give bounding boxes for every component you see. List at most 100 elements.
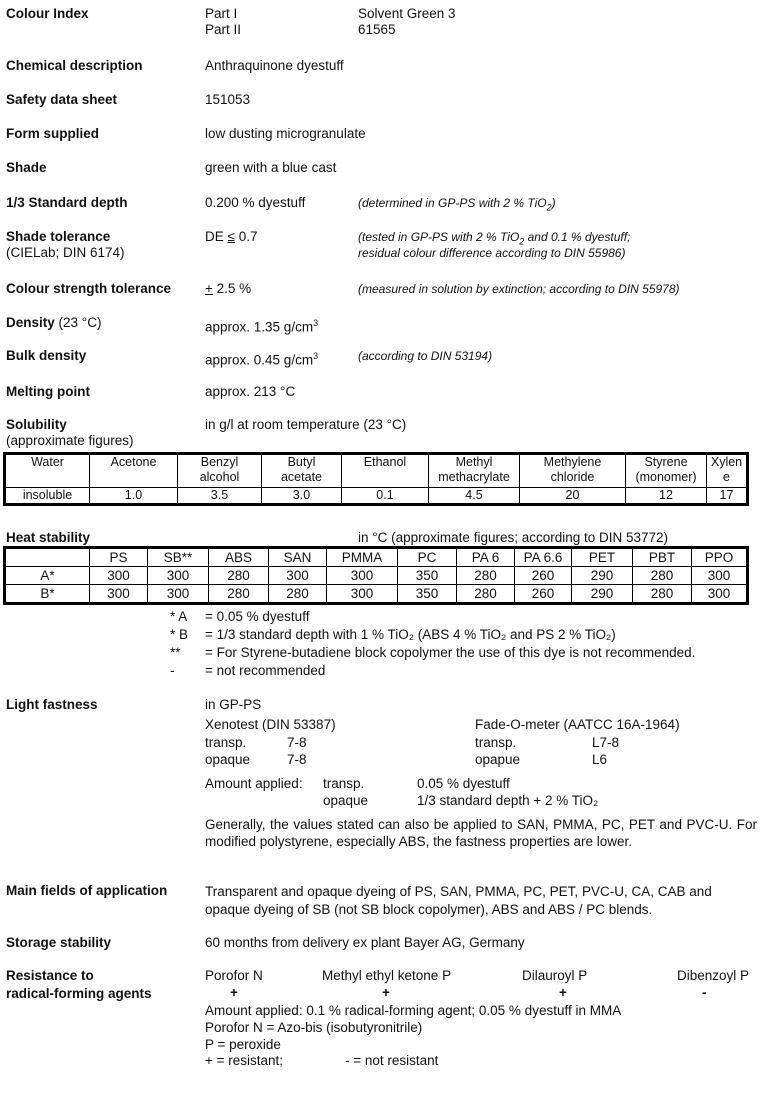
header-line: (monomer): [635, 470, 697, 484]
header-line: Water: [31, 455, 64, 469]
solubility-value-cell: 1.0: [89, 487, 178, 505]
note-sub: 2: [519, 236, 525, 247]
header-line: e: [723, 470, 730, 484]
fade-row-value: L7-8: [592, 735, 620, 750]
solubility-value-cell: 0.1: [341, 487, 429, 505]
footnote-text: = not recommended: [205, 663, 326, 678]
solubility-header-cell: Benzyl alcohol: [177, 453, 262, 488]
heat-cell: PC: [397, 547, 457, 567]
shade-tol-note2: residual colour difference according to …: [358, 246, 626, 260]
le-symbol: ≤: [227, 229, 235, 244]
agent-result: +: [559, 985, 567, 1000]
legend-resistant: + = resistant;: [205, 1053, 284, 1068]
density-label: Density (23 °C): [6, 315, 101, 331]
fade-row-label: transp.: [475, 735, 517, 750]
header-line: methacrylate: [438, 470, 510, 484]
safety-value: 151053: [205, 92, 251, 107]
light-value: in GP-PS: [205, 697, 262, 712]
solubility-header-cell: Butyl acetate: [261, 453, 342, 488]
radical-note: Porofor N = Azo-bis (isobutyronitrile): [205, 1020, 423, 1035]
storage-value: 60 months from delivery ex plant Bayer A…: [205, 935, 525, 950]
heat-cell: [4, 547, 90, 567]
heat-cell: PA 6.6: [514, 547, 572, 567]
header-line: Benzyl: [200, 455, 239, 469]
radical-label-1: Resistance to: [6, 968, 94, 983]
fade-row-label: opapue: [475, 752, 521, 767]
shade-label: Shade: [6, 160, 47, 175]
heat-cell: B*: [4, 584, 90, 604]
fields-label: Main fields of application: [6, 883, 168, 898]
header-line: Ethanol: [363, 455, 407, 469]
value-text: 2.5 %: [212, 281, 252, 296]
form-value: low dusting microgranulate: [205, 126, 366, 141]
solubility-header-cell: Methyl methacrylate: [428, 453, 520, 488]
note-sub: 2: [546, 202, 552, 213]
melting-label: Melting point: [6, 384, 90, 399]
solubility-value: in g/l at room temperature (23 °C): [205, 417, 407, 432]
shade-tol-sublabel: (CIELab; DIN 6174): [6, 245, 125, 260]
light-label: Light fastness: [6, 697, 98, 712]
label-suffix: (23 °C): [54, 315, 102, 330]
agent-result: +: [382, 985, 390, 1000]
agent-name: Porofor N: [205, 968, 263, 983]
shade-tol-note1: (tested in GP-PS with 2 % TiO2 and 0.1 %…: [358, 229, 630, 249]
xeno-row-label: transp.: [205, 735, 247, 750]
chemical-value: Anthraquinone dyestuff: [205, 58, 344, 73]
header-line: Acetone: [110, 455, 157, 469]
solubility-value-cell: 17: [706, 487, 748, 505]
amount-row-label: transp.: [323, 776, 365, 791]
value-text: 0.7: [234, 229, 258, 244]
heat-cell: PA 6: [456, 547, 515, 567]
storage-label: Storage stability: [6, 935, 112, 950]
solubility-header-cell: Water: [4, 453, 90, 488]
heat-label: Heat stability: [6, 530, 91, 545]
footnote-key: -: [170, 663, 175, 678]
part2-value: 61565: [358, 22, 396, 37]
heat-cell: 260: [514, 566, 572, 585]
pm-symbol: +: [205, 281, 213, 296]
part1-value: Solvent Green 3: [358, 6, 456, 21]
footnote-key: * A: [170, 609, 188, 624]
colour-index-label: Colour Index: [6, 6, 89, 21]
light-note: Generally, the values stated can also be…: [205, 817, 757, 849]
agent-result: -: [702, 985, 707, 1000]
footnote-text: = 0.05 % dyestuff: [205, 609, 310, 624]
heat-cell: PMMA: [326, 547, 398, 567]
solubility-value-row: insoluble 1.0 3.5 3.0 0.1 4.5 20 12 17: [4, 487, 748, 505]
heat-stability-table: PS SB** ABS SAN PMMA PC PA 6 PA 6.6 PET PBT PPO A* 3…: [3, 546, 749, 605]
form-label: Form supplied: [6, 126, 100, 141]
heat-cell: 300: [89, 584, 148, 604]
heat-cell: 280: [456, 584, 515, 604]
solubility-table: Water Acetone Benzyl alcohol Butyl acetate Eth…: [3, 452, 749, 506]
fade-row-value: L6: [592, 752, 608, 767]
heat-cell: PPO: [691, 547, 748, 567]
header-line: Butyl: [287, 455, 316, 469]
shade-value: green with a blue cast: [205, 160, 337, 175]
heat-row: A* 300 300 280 300 300 350 280 260 290 280 300: [4, 566, 748, 585]
sup: 3: [313, 351, 319, 361]
footnote-key: * B: [170, 627, 189, 642]
radical-note: P = peroxide: [205, 1037, 281, 1052]
note-text: and 0.1 % dyestuff;: [524, 230, 631, 244]
melting-value: approx. 213 °C: [205, 384, 296, 399]
amount-row-value: 0.05 % dyestuff: [417, 776, 510, 791]
note-text: (tested in GP-PS with 2 % TiO: [358, 230, 520, 244]
shade-tol-label: Shade tolerance: [6, 229, 111, 244]
header-line: Styrene: [644, 455, 688, 469]
footnote-key: **: [170, 645, 181, 660]
header-line: alcohol: [199, 470, 240, 484]
heat-row: B* 300 300 280 280 300 350 280 260 290 280 300: [4, 584, 748, 604]
solubility-header-cell: Styrene (monomer): [625, 453, 707, 488]
heat-cell: PBT: [632, 547, 692, 567]
solubility-value-cell: 4.5: [428, 487, 520, 505]
heat-cell: ABS: [208, 547, 269, 567]
label-text: Density: [6, 315, 55, 330]
amount-row-value: 1/3 standard depth + 2 % TiO₂: [417, 793, 599, 808]
xeno-title: Xenotest (DIN 53387): [205, 717, 336, 732]
sup: 3: [313, 318, 319, 328]
solubility-label: Solubility: [6, 417, 67, 432]
radical-label-2: radical-forming agents: [6, 986, 152, 1001]
heat-cell: 350: [397, 584, 457, 604]
solubility-header-cell: Acetone: [89, 453, 178, 488]
